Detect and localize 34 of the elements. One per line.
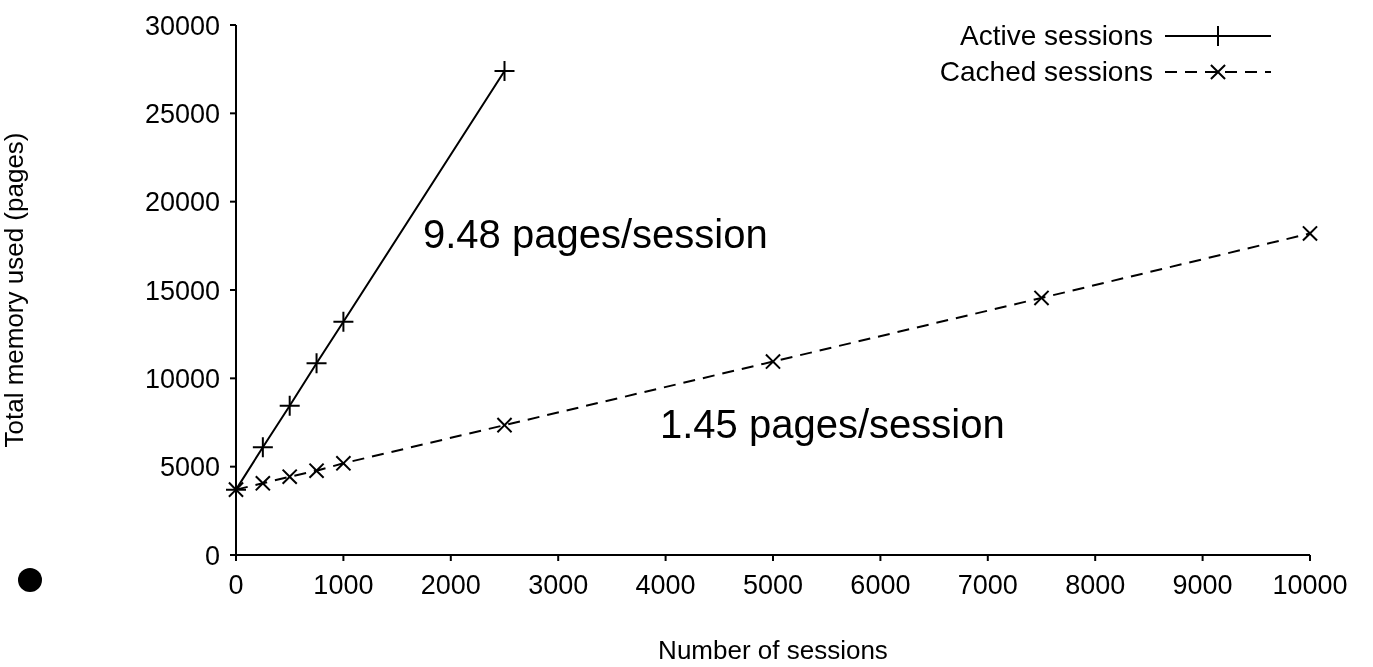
x-tick-label: 2000 — [420, 570, 481, 601]
point — [494, 60, 515, 81]
point — [252, 437, 273, 458]
point — [335, 455, 352, 472]
point — [255, 475, 271, 492]
point — [333, 311, 354, 332]
annotation: 9.48 pages/session — [423, 212, 768, 257]
y-tick-label: 20000 — [144, 187, 220, 218]
y-tick-label: 0 — [204, 540, 220, 571]
x-tick-label: 4000 — [635, 570, 696, 601]
y-tick-label: 15000 — [144, 275, 220, 306]
point — [308, 462, 325, 479]
x-tick-label: 7000 — [957, 570, 1018, 601]
y-tick-label: 5000 — [159, 452, 220, 483]
point — [281, 468, 298, 485]
y-axis-title: Total memory used (pages) — [0, 132, 30, 448]
legend-label: Active sessions — [960, 20, 1153, 52]
x-tick-label: 5000 — [742, 570, 804, 601]
x-tick-label: 8000 — [1065, 570, 1126, 601]
y-tick-label: 30000 — [144, 10, 220, 41]
x-axis-title: Number of sessions — [658, 635, 888, 665]
y-tick-label: 10000 — [144, 363, 220, 394]
x-tick-label: 3000 — [528, 570, 589, 601]
x-tick-label: 1000 — [313, 570, 374, 601]
x-tick-label: 6000 — [850, 570, 911, 601]
x-tick-label: 9000 — [1172, 570, 1233, 601]
point — [279, 395, 300, 416]
point — [306, 353, 327, 374]
x-tick-label: 0 — [228, 570, 244, 601]
legend-label: Cached sessions — [939, 56, 1153, 88]
point — [496, 417, 513, 433]
annotation: 1.45 pages/session — [660, 402, 1005, 447]
y-tick-label: 25000 — [144, 98, 220, 129]
x-tick-label: 10000 — [1272, 570, 1348, 601]
